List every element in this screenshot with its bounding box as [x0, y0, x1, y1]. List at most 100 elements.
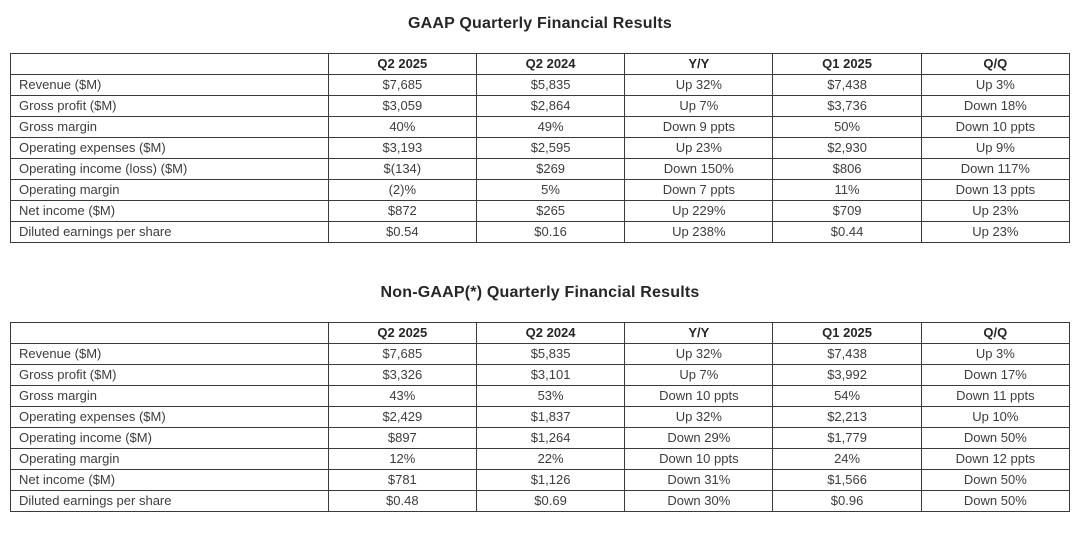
value-cell: $7,685: [327, 343, 477, 365]
column-header: Q2 2024: [475, 322, 626, 344]
table-row: Gross margin 43% 53% Down 10 ppts 54% Down 11…: [10, 385, 1071, 407]
gaap-table-title: GAAP Quarterly Financial Results: [408, 15, 672, 32]
value-cell: $2,930: [772, 137, 922, 159]
row-label-cell: Net income ($M): [10, 200, 329, 222]
value-cell: $2,213: [772, 406, 922, 428]
row-label-cell: Revenue ($M): [10, 74, 329, 96]
value-cell: $2,595: [475, 137, 626, 159]
value-cell: 22%: [475, 448, 626, 470]
row-label-cell: Diluted earnings per share: [10, 221, 329, 243]
value-cell: 5%: [475, 179, 626, 201]
value-cell: $3,101: [475, 364, 626, 386]
value-cell: Up 10%: [920, 406, 1071, 428]
value-cell: $781: [327, 469, 477, 491]
value-cell: Down 17%: [920, 364, 1071, 386]
table-row: Gross margin 40% 49% Down 9 ppts 50% Down 10 …: [10, 116, 1071, 138]
table-row: Diluted earnings per share $0.48 $0.69 Down…: [10, 490, 1071, 512]
value-cell: $2,864: [475, 95, 626, 117]
value-cell: $5,835: [475, 74, 626, 96]
value-cell: Down 13 ppts: [920, 179, 1071, 201]
table-row: Revenue ($M) $7,685 $5,835 Up 32% $7,438 Up 3…: [10, 343, 1071, 365]
row-label-cell: Diluted earnings per share: [10, 490, 329, 512]
value-cell: Down 30%: [624, 490, 774, 512]
value-cell: 11%: [772, 179, 922, 201]
value-cell: $897: [327, 427, 477, 449]
column-header: Q1 2025: [772, 53, 922, 75]
value-cell: Down 18%: [920, 95, 1071, 117]
table-row: Operating margin 12% 22% Down 10 ppts 24% Dow…: [10, 448, 1071, 470]
value-cell: Down 50%: [920, 469, 1071, 491]
value-cell: $0.16: [475, 221, 626, 243]
corner-header-cell: [10, 53, 329, 75]
value-cell: Down 117%: [920, 158, 1071, 180]
column-header: Y/Y: [624, 53, 774, 75]
value-cell: $806: [772, 158, 922, 180]
value-cell: Down 10 ppts: [920, 116, 1071, 138]
row-label-cell: Gross profit ($M): [10, 95, 329, 117]
value-cell: Down 10 ppts: [624, 448, 774, 470]
value-cell: Up 3%: [920, 343, 1071, 365]
value-cell: $1,126: [475, 469, 626, 491]
table-row: Net income ($M) $781 $1,126 Down 31% $1,566 D…: [10, 469, 1071, 491]
header-row: Q2 2025 Q2 2024 Y/Y Q1 2025 Q/Q: [10, 322, 1071, 344]
corner-header-cell: [10, 322, 329, 344]
value-cell: Down 50%: [920, 427, 1071, 449]
value-cell: $7,438: [772, 343, 922, 365]
value-cell: Down 10 ppts: [624, 385, 774, 407]
value-cell: Down 12 ppts: [920, 448, 1071, 470]
value-cell: Up 23%: [920, 221, 1071, 243]
value-cell: Up 23%: [624, 137, 774, 159]
column-header: Q2 2024: [475, 53, 626, 75]
value-cell: Down 50%: [920, 490, 1071, 512]
row-label-cell: Gross margin: [10, 116, 329, 138]
value-cell: $1,264: [475, 427, 626, 449]
value-cell: Down 9 ppts: [624, 116, 774, 138]
column-header: Q/Q: [920, 322, 1071, 344]
table-row: Operating expenses ($M) $3,193 $2,595 Up 23…: [10, 137, 1071, 159]
column-header: Q/Q: [920, 53, 1071, 75]
table-row: Operating expenses ($M) $2,429 $1,837 Up 32…: [10, 406, 1071, 428]
row-label-cell: Net income ($M): [10, 469, 329, 491]
row-label-cell: Gross profit ($M): [10, 364, 329, 386]
value-cell: Up 229%: [624, 200, 774, 222]
value-cell: 12%: [327, 448, 477, 470]
value-cell: $2,429: [327, 406, 477, 428]
value-cell: Up 32%: [624, 343, 774, 365]
value-cell: $265: [475, 200, 626, 222]
value-cell: Up 32%: [624, 74, 774, 96]
table-row: Revenue ($M) $7,685 $5,835 Up 32% $7,438 Up 3…: [10, 74, 1071, 96]
value-cell: Up 7%: [624, 364, 774, 386]
value-cell: Up 23%: [920, 200, 1071, 222]
value-cell: $3,059: [327, 95, 477, 117]
column-header: Q2 2025: [327, 322, 477, 344]
gaap-results-table: Q2 2025 Q2 2024 Y/Y Q1 2025 Q/Q Revenue ($M) $…: [10, 53, 1071, 243]
column-header: Q1 2025: [772, 322, 922, 344]
value-cell: 54%: [772, 385, 922, 407]
row-label-cell: Operating margin: [10, 179, 329, 201]
value-cell: $3,992: [772, 364, 922, 386]
value-cell: 49%: [475, 116, 626, 138]
value-cell: $269: [475, 158, 626, 180]
table-row: Gross profit ($M) $3,059 $2,864 Up 7% $3,736…: [10, 95, 1071, 117]
value-cell: $0.54: [327, 221, 477, 243]
header-row: Q2 2025 Q2 2024 Y/Y Q1 2025 Q/Q: [10, 53, 1071, 75]
row-label-cell: Operating margin: [10, 448, 329, 470]
table-row: Operating income (loss) ($M) $(134) $269 Do…: [10, 158, 1071, 180]
value-cell: $5,835: [475, 343, 626, 365]
value-cell: Up 32%: [624, 406, 774, 428]
table-row: Net income ($M) $872 $265 Up 229% $709 Up 23%: [10, 200, 1071, 222]
table-row: Operating income ($M) $897 $1,264 Down 29% $…: [10, 427, 1071, 449]
row-label-cell: Gross margin: [10, 385, 329, 407]
value-cell: 40%: [327, 116, 477, 138]
value-cell: Down 31%: [624, 469, 774, 491]
value-cell: $1,566: [772, 469, 922, 491]
value-cell: Up 238%: [624, 221, 774, 243]
value-cell: Up 9%: [920, 137, 1071, 159]
value-cell: $3,326: [327, 364, 477, 386]
value-cell: 24%: [772, 448, 922, 470]
value-cell: $1,837: [475, 406, 626, 428]
table-row: Diluted earnings per share $0.54 $0.16 Up 2…: [10, 221, 1071, 243]
value-cell: Down 7 ppts: [624, 179, 774, 201]
table-row: Operating margin (2)% 5% Down 7 ppts 11% Down…: [10, 179, 1071, 201]
value-cell: $872: [327, 200, 477, 222]
